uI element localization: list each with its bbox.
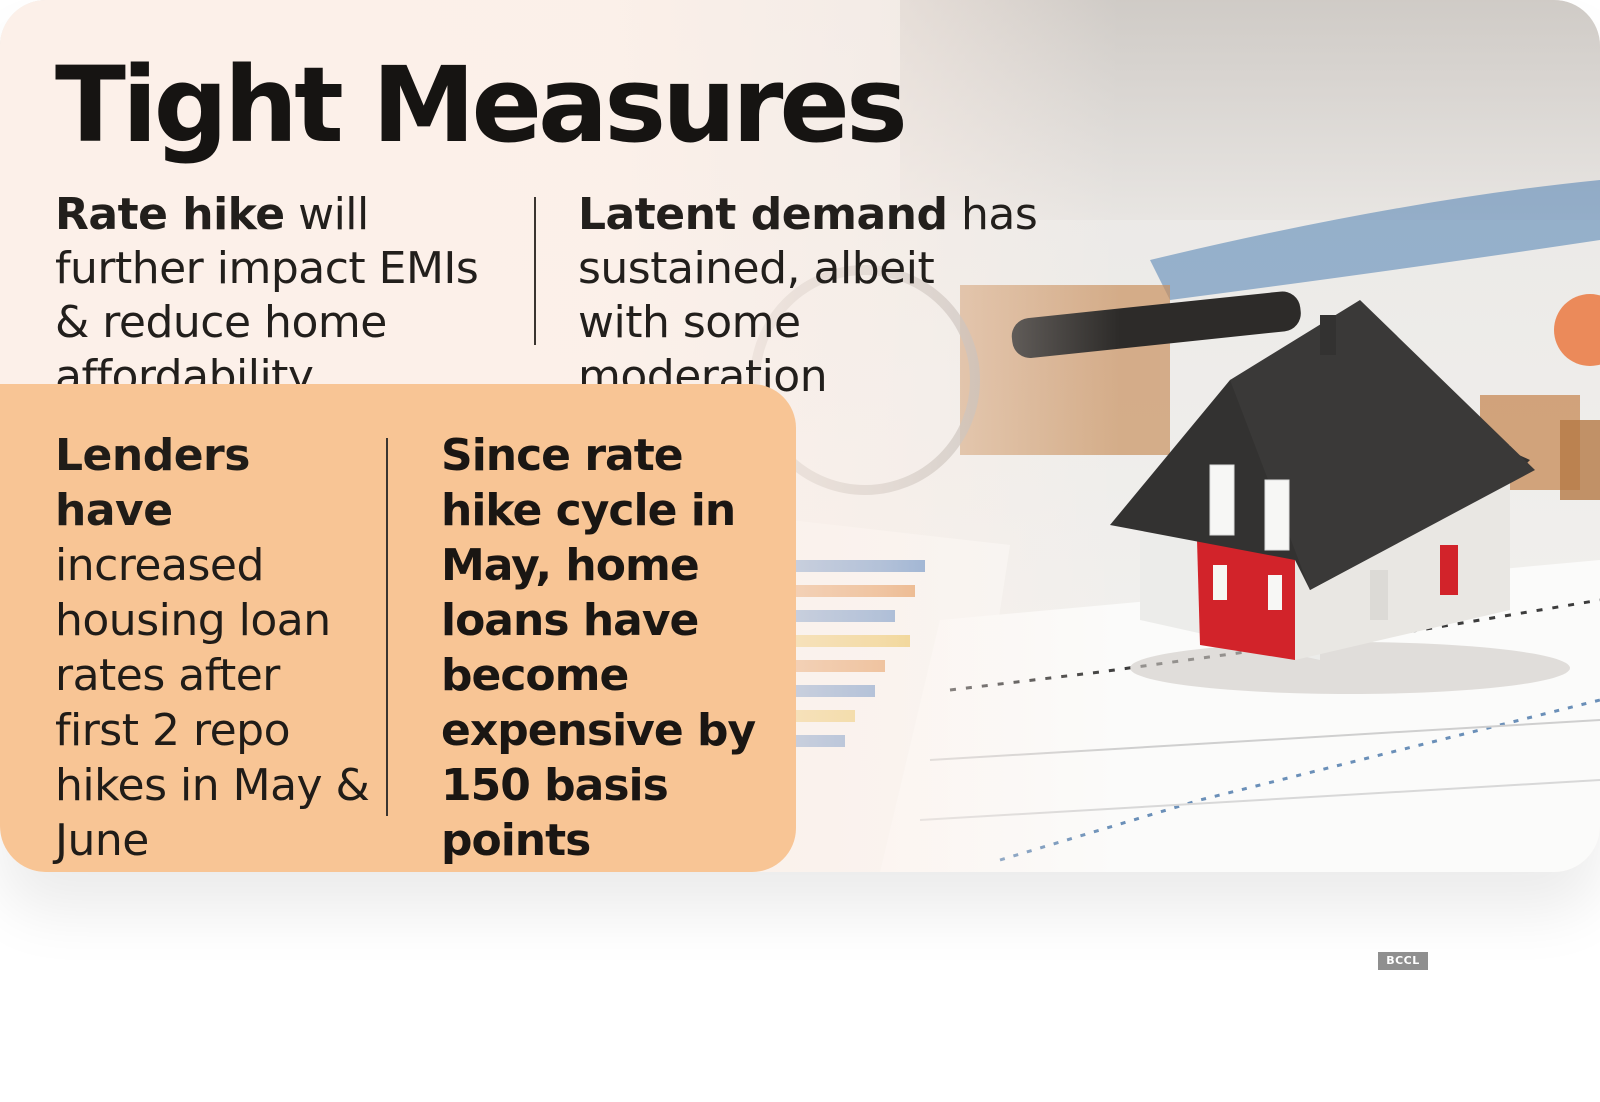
rate-hike-statement: Rate hike will further impact EMIs & red… — [55, 188, 525, 404]
lenders-statement: Lenders have increased housing loan rate… — [55, 428, 375, 868]
page-title: Tight Measures — [55, 44, 908, 166]
latent-demand-label: Latent demand — [578, 189, 948, 240]
photo-credit-badge: BCCL — [1378, 952, 1428, 970]
rate-hike-text: will further impact EMIs & reduce home a… — [55, 189, 479, 402]
highlight-panel — [0, 384, 796, 872]
home-loans-statement: Since rate hike cycle in May, home loans… — [441, 430, 756, 866]
top-divider — [534, 197, 536, 345]
rate-hike-label: Rate hike — [55, 189, 285, 240]
infographic-card: Tight Measures Rate hike will further im… — [0, 0, 1600, 872]
lenders-label: Lenders have — [55, 430, 250, 536]
latent-demand-statement: Latent demand has sustained, albeit with… — [578, 188, 1038, 404]
panel-divider — [386, 438, 388, 816]
lenders-text: increased housing loan rates after first… — [55, 540, 370, 866]
